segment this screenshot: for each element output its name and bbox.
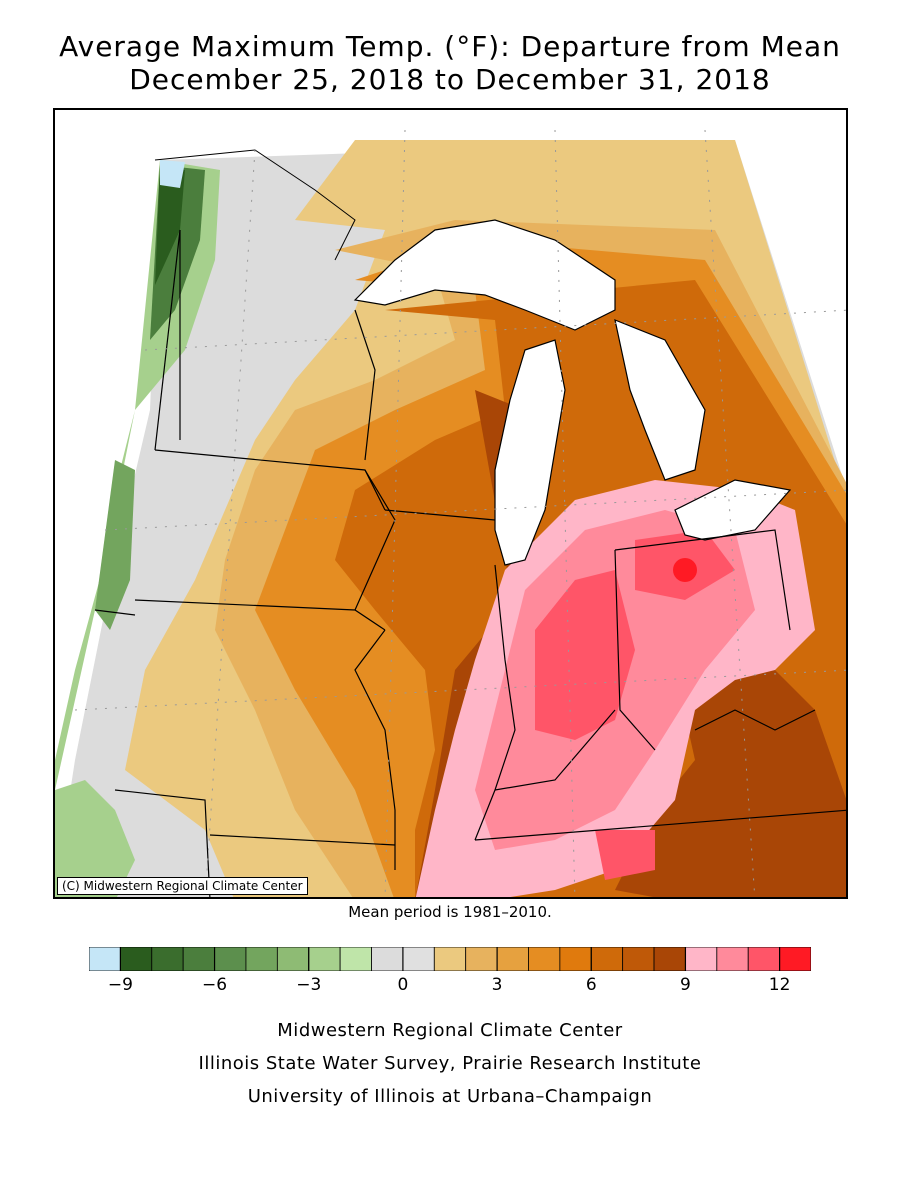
legend-swatch: [433, 947, 467, 971]
hot-anomaly-tennessee: [595, 830, 655, 880]
legend-swatch: [590, 947, 624, 971]
legend-tick-label: −9: [107, 975, 133, 995]
legend-swatch: [716, 947, 749, 971]
anomaly-map-graphic: [55, 129, 846, 897]
map-date-range: December 25, 2018 to December 31, 2018: [129, 63, 771, 96]
legend-tick-labels: −9 −6 −3 0 3 6 9 12: [89, 975, 811, 997]
hot-anomaly-indiana: [535, 570, 635, 740]
color-legend: [89, 947, 811, 971]
legend-swatch: [402, 947, 435, 971]
warm-anomaly-appalachia: [615, 650, 846, 897]
credit-uiuc: University of Illinois at Urbana–Champai…: [247, 1086, 653, 1107]
legend-tick-label: 0: [397, 975, 409, 995]
legend-tick-label: 3: [491, 975, 503, 995]
cool-anomaly-dakotas: [95, 460, 135, 630]
legend-swatch: [779, 947, 811, 971]
legend-swatch: [182, 947, 215, 971]
credit-mrcc: Midwestern Regional Climate Center: [277, 1020, 623, 1041]
legend-swatch: [685, 947, 718, 971]
credit-isws: Illinois State Water Survey, Prairie Res…: [198, 1053, 702, 1074]
lake-superior: [353, 219, 616, 331]
legend-swatch: [653, 947, 686, 971]
lake-erie: [674, 479, 792, 541]
anomaly-map: (C) Midwestern Regional Climate Center: [53, 108, 848, 899]
legend-swatch: [496, 947, 529, 971]
legend-tick-label: 9: [680, 975, 691, 995]
mean-period-note: Mean period is 1981–2010.: [348, 903, 552, 921]
legend-swatch: [465, 947, 498, 971]
legend-swatch: [151, 947, 184, 971]
legend-tick-label: −6: [202, 975, 228, 995]
graticule: [74, 129, 846, 897]
cool-anomaly-sw: [55, 780, 135, 897]
legend-swatch: [622, 947, 655, 971]
legend-swatch: [339, 947, 372, 971]
state-boundaries: [94, 229, 846, 897]
legend-swatch: [89, 947, 121, 971]
canada-border: [154, 149, 356, 261]
coldest-anomaly-spot: [160, 160, 185, 188]
legend-swatch: [528, 947, 561, 971]
lake-huron: [614, 319, 706, 481]
cool-anomaly-core: [155, 165, 185, 285]
legend-swatch: [245, 947, 278, 971]
copyright-label: (C) Midwestern Regional Climate Center: [57, 877, 308, 895]
legend-tick-label: 12: [768, 975, 791, 995]
legend-swatch: [371, 947, 404, 971]
map-title: Average Maximum Temp. (°F): Departure fr…: [59, 30, 841, 63]
legend-swatch: [276, 947, 310, 971]
legend-swatch: [119, 947, 153, 971]
legend-swatch: [559, 947, 592, 971]
legend-tick-label: 6: [585, 975, 597, 995]
hot-anomaly-peak: [673, 558, 697, 582]
legend-swatch: [214, 947, 247, 971]
legend-tick-label: −3: [296, 975, 322, 995]
legend-swatch: [308, 947, 341, 971]
lake-michigan: [494, 339, 566, 566]
legend-swatch: [747, 947, 781, 971]
cool-anomaly-west: [55, 160, 220, 897]
